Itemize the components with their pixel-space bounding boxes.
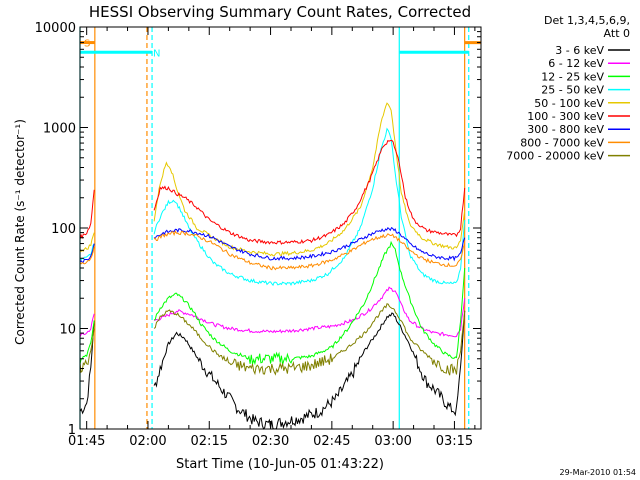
series-3-segment-1 xyxy=(153,127,466,287)
legend-header-line-1: Det 1,3,4,5,6,9, xyxy=(544,14,630,27)
legend-label-7: 800 - 7000 keV xyxy=(520,136,604,149)
series-7-segment-1 xyxy=(153,230,466,271)
x-axis-label: Start Time (10-Jun-05 01:43:22) xyxy=(176,457,384,472)
series-5-segment-1 xyxy=(153,139,466,245)
plot-area: S N 1 10 100 1000 10000 01:45 02:00 02:15 02:30 02:… xyxy=(35,21,482,449)
y-tick-label-4: 10000 xyxy=(35,21,76,36)
x-tick-label-2: 02:15 xyxy=(191,434,228,449)
series-6-segment-1 xyxy=(153,226,466,262)
x-tick-label-4: 02:45 xyxy=(313,434,350,449)
series-8-segment-1 xyxy=(153,303,466,376)
legend-label-1: 6 - 12 keV xyxy=(548,57,604,70)
x-tick-label-0: 01:45 xyxy=(68,434,105,449)
y-tick-label-1: 10 xyxy=(59,323,76,338)
legend-header-line-2: Att 0 xyxy=(604,27,630,40)
legend-label-0: 3 - 6 keV xyxy=(555,44,604,57)
flag-n-label: N xyxy=(153,48,160,59)
series-0-segment-1 xyxy=(153,310,466,430)
flag-s-label: S xyxy=(84,39,90,50)
series-6-segment-0 xyxy=(79,243,95,263)
y-tick-label-2: 100 xyxy=(51,222,76,237)
x-tick-label-6: 03:15 xyxy=(436,434,473,449)
legend-label-2: 12 - 25 keV xyxy=(541,70,604,83)
series-2-segment-1 xyxy=(153,240,466,366)
series-4-segment-1 xyxy=(153,102,466,257)
chart-title: HESSI Observing Summary Count Rates, Cor… xyxy=(89,3,471,21)
x-tick-label-5: 03:00 xyxy=(374,434,411,449)
series-1-segment-1 xyxy=(153,286,466,338)
legend-label-5: 100 - 300 keV xyxy=(527,110,604,123)
x-tick-label-1: 02:00 xyxy=(129,434,166,449)
series-5-segment-0 xyxy=(79,189,95,240)
plot-frame xyxy=(79,26,482,430)
legend-label-3: 25 - 50 keV xyxy=(541,84,604,97)
legend-label-8: 7000 - 20000 keV xyxy=(506,150,604,163)
legend-label-6: 300 - 800 keV xyxy=(527,123,604,136)
legend-label-4: 50 - 100 keV xyxy=(534,97,604,110)
series-7-segment-0 xyxy=(79,246,95,265)
y-axis-label: Corrected Count Rate (s⁻¹ detector⁻¹) xyxy=(13,119,27,345)
footer-timestamp: 29-Mar-2010 01:54 xyxy=(560,468,637,477)
y-tick-label-3: 1000 xyxy=(43,122,76,137)
x-tick-label-3: 02:30 xyxy=(252,434,289,449)
y-tick-label-0: 1 xyxy=(68,423,76,438)
series-8-segment-0 xyxy=(79,328,95,374)
series-0-segment-0 xyxy=(79,320,95,415)
